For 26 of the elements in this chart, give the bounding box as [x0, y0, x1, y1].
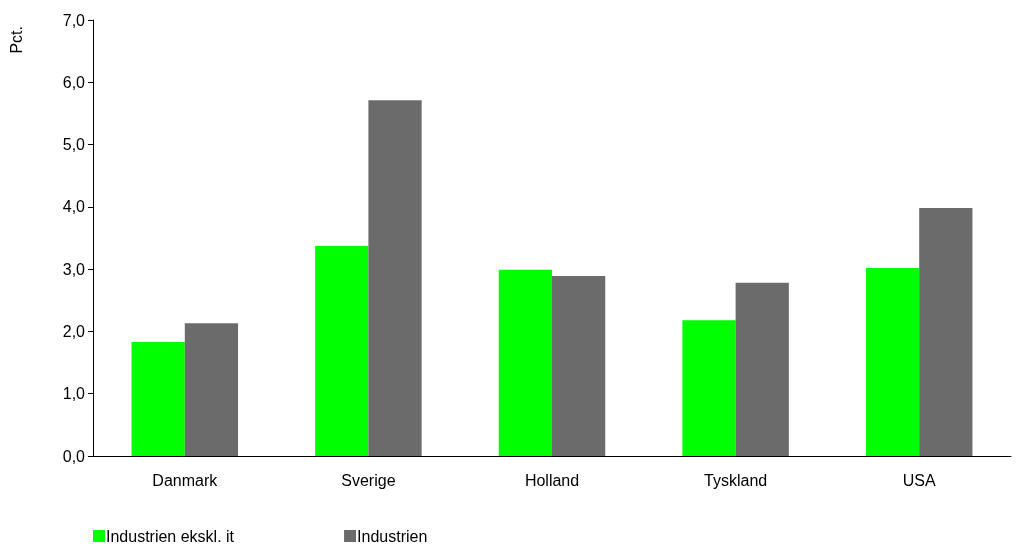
bar — [919, 208, 973, 456]
bar — [315, 246, 369, 456]
bar — [498, 269, 552, 456]
bar — [184, 323, 239, 456]
bar — [735, 282, 789, 456]
bar — [682, 320, 736, 456]
y-tick-label: 0,0 — [62, 447, 86, 465]
bar — [368, 100, 422, 456]
x-tick-label: Holland — [524, 471, 580, 489]
y-tick-label: 4,0 — [62, 198, 86, 216]
x-tick-label: Sverige — [341, 471, 396, 489]
bar — [552, 275, 606, 456]
y-tick-label: 2,0 — [62, 322, 86, 340]
bar — [865, 267, 920, 456]
y-tick-label: 7,0 — [62, 11, 86, 29]
x-tick-label: Danmark — [152, 471, 219, 489]
x-tick-label: Tyskland — [704, 471, 768, 489]
x-tick-label: USA — [902, 471, 936, 489]
bar — [131, 342, 185, 456]
y-axis-title: Pct. — [7, 26, 25, 54]
legend-label: Industrien — [357, 527, 428, 545]
y-tick-label: 6,0 — [62, 73, 86, 91]
y-tick-label: 3,0 — [62, 260, 86, 278]
y-tick-label: 5,0 — [62, 136, 86, 154]
y-tick-label: 1,0 — [62, 385, 86, 403]
legend-label: Industrien ekskl. it — [106, 527, 235, 545]
